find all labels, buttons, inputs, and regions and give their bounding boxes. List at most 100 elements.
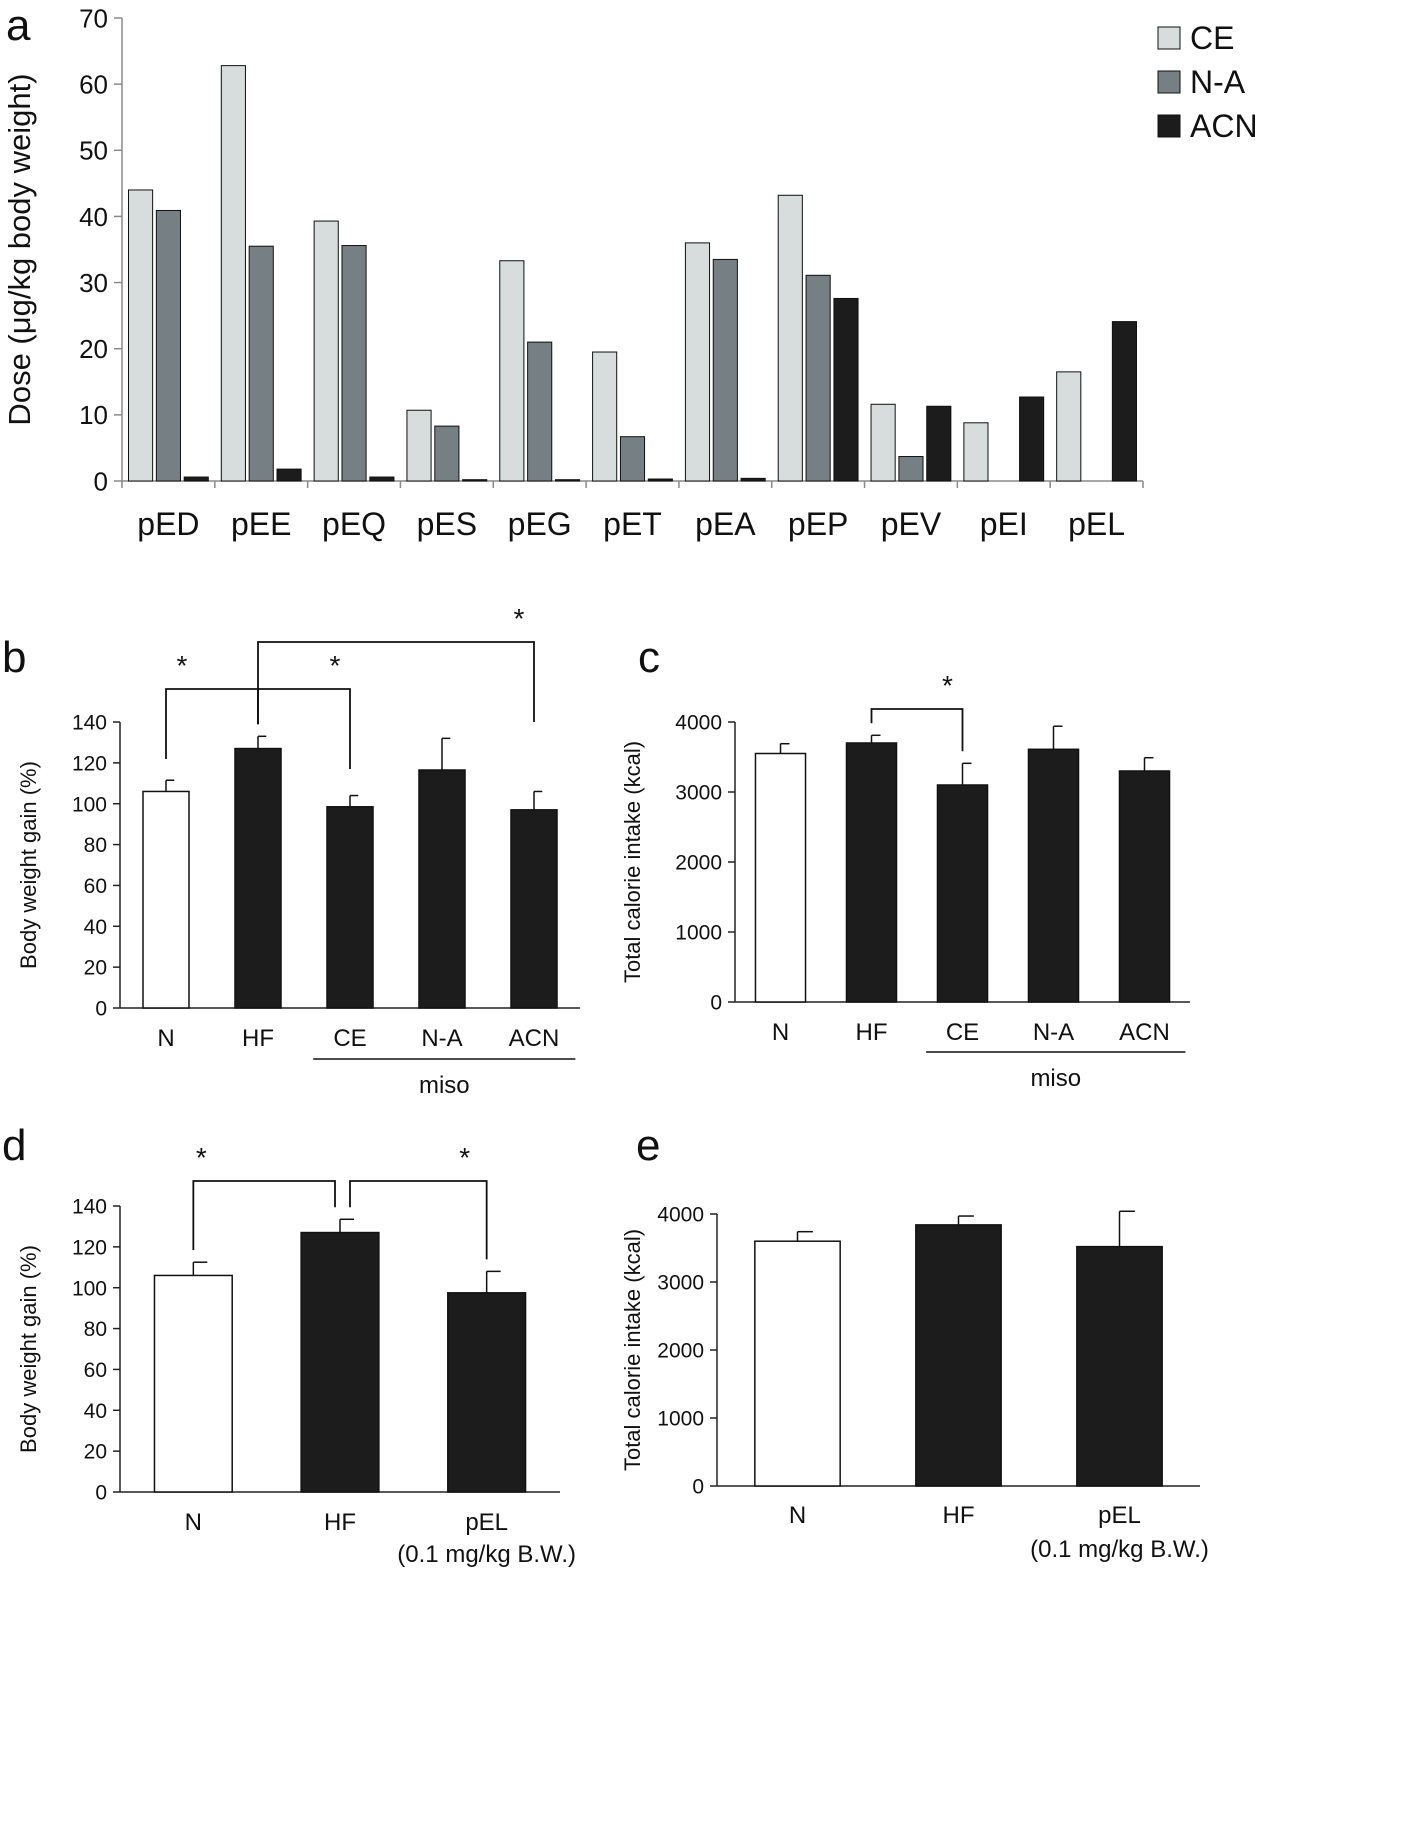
y-tick-label: 0 — [94, 466, 108, 496]
bar-CE-pED — [127, 189, 154, 482]
chart-panel-e: e Total calorie intake (kcal) 0 1000 2000 300… — [620, 1121, 1209, 1563]
legend-swatch-ACN — [1157, 114, 1181, 138]
x-tick-label: pET — [603, 506, 662, 542]
bar-N-A-pED — [155, 209, 181, 482]
bar-CE-pEQ — [313, 220, 339, 482]
y-tick-label: 80 — [84, 834, 107, 857]
bar-CE-pEG — [499, 260, 525, 482]
bar-ACN-pEL — [1111, 321, 1138, 482]
x-tick-label: pES — [417, 506, 477, 542]
y-tick-label: 0 — [692, 1476, 704, 1499]
x-tick-label: CE — [333, 1025, 366, 1052]
legend-label: N-A — [1190, 64, 1246, 100]
x-tick-label: pEP — [788, 506, 848, 542]
x-tick-label: N-A — [1033, 1019, 1074, 1046]
bar-ACN-pEG — [554, 479, 581, 482]
bar-ACN-pES — [462, 479, 488, 482]
x-tick-label: N — [157, 1025, 174, 1052]
significance-star: * — [514, 603, 525, 634]
panel-label: d — [2, 1121, 26, 1170]
x-tick-label: pEL — [1068, 506, 1125, 542]
bar-ACN-pEI — [1019, 396, 1045, 482]
bar-ACN-pEA — [740, 477, 766, 482]
y-tick-label: 0 — [95, 1482, 107, 1505]
bar-N — [153, 1274, 233, 1493]
bar-CE-pEA — [684, 242, 711, 482]
bar-CE-pEP — [777, 194, 803, 482]
x-tick-label: HF — [324, 1509, 356, 1536]
x-tick-label: pEL — [465, 1509, 508, 1536]
y-tick-label: 0 — [710, 992, 722, 1015]
bar-N-A-pEE — [248, 245, 274, 482]
y-tick-label: 50 — [79, 136, 108, 166]
bar-N-A-pES — [434, 425, 460, 482]
bar-ACN — [1118, 770, 1171, 1003]
y-tick-label: 120 — [72, 752, 107, 775]
x-tick-label: HF — [242, 1025, 274, 1052]
y-tick-label: 140 — [72, 1196, 107, 1219]
bar-ACN — [510, 809, 558, 1009]
y-tick-label: 100 — [72, 793, 107, 816]
significance-star: * — [459, 1142, 470, 1173]
y-tick-label: 40 — [84, 1400, 107, 1423]
x-tick-label: HF — [856, 1019, 888, 1046]
x-tick-label: N — [772, 1019, 789, 1046]
y-tick-label: 4000 — [657, 1204, 704, 1227]
y-tick-label: 0 — [95, 998, 107, 1021]
significance-star: * — [177, 650, 188, 681]
chart-panel-a: a Dose (μg/kg body weight) 0 10 20 30 40 50 60 70… — [2, 1, 1258, 542]
y-tick-label: 3000 — [675, 782, 722, 805]
bar-CE — [936, 784, 989, 1003]
panel-label: a — [6, 1, 31, 50]
bar-CE-pET — [592, 351, 618, 482]
chart-panel-d: d Body weight gain (%) 0 20 40 60 80 100 120 140 N… — [2, 1121, 576, 1568]
y-tick-label: 80 — [84, 1318, 107, 1341]
bar-pEL — [447, 1292, 527, 1493]
bar-N-A-pEG — [527, 341, 553, 482]
panel-label: b — [2, 633, 26, 682]
x-tick-label: pEV — [881, 506, 942, 542]
bar-ACN-pEV — [926, 405, 952, 482]
bar-CE-pEE — [220, 65, 246, 482]
bar-ACN-pEP — [833, 297, 859, 482]
bar-N-A-pEA — [712, 258, 738, 482]
y-tick-label: 4000 — [675, 712, 722, 735]
bar-N-A-pET — [619, 436, 646, 482]
y-tick-label: 120 — [72, 1236, 107, 1259]
bar-CE-pES — [406, 409, 432, 482]
significance-bracket — [349, 1180, 488, 1260]
x-tick-label: pED — [137, 506, 199, 542]
x-tick-label: pEG — [508, 506, 572, 542]
bar-HF — [845, 742, 898, 1003]
y-tick-label: 10 — [79, 400, 108, 430]
bar-ACN-pED — [183, 476, 209, 482]
significance-bracket — [257, 641, 535, 722]
y-tick-label: 100 — [72, 1277, 107, 1300]
x-tick-label: pEA — [695, 506, 756, 542]
y-axis-label: Total calorie intake (kcal) — [620, 1229, 645, 1471]
bar-N — [754, 752, 807, 1003]
bar-N-A — [1027, 748, 1080, 1003]
significance-star: * — [330, 650, 341, 681]
panel-label: e — [636, 1121, 660, 1170]
significance-star: * — [196, 1142, 207, 1173]
bar-N-A — [418, 769, 466, 1009]
significance-bracket — [192, 1180, 336, 1251]
y-axis-label: Dose (μg/kg body weight) — [2, 73, 37, 425]
y-tick-label: 2000 — [657, 1340, 704, 1363]
legend-swatch-CE — [1157, 26, 1181, 50]
x-tick-label: N — [789, 1502, 806, 1529]
bar-HF — [915, 1224, 1002, 1487]
chart-panel-b: b Body weight gain (%) 0 20 40 60 80 100 120 140 N… — [2, 603, 580, 1099]
y-tick-label: 1000 — [657, 1408, 704, 1431]
x-tick-label: N-A — [421, 1025, 462, 1052]
chart-panel-c: c Total calorie intake (kcal) 0 1000 2000 300… — [620, 633, 1190, 1092]
y-tick-label: 60 — [79, 70, 108, 100]
bar-N-A-pEQ — [341, 245, 367, 482]
legend-label: ACN — [1190, 108, 1258, 144]
y-tick-label: 1000 — [675, 922, 722, 945]
bar-ACN-pEQ — [369, 476, 395, 482]
y-tick-label: 40 — [84, 916, 107, 939]
panel-label: c — [638, 633, 660, 682]
